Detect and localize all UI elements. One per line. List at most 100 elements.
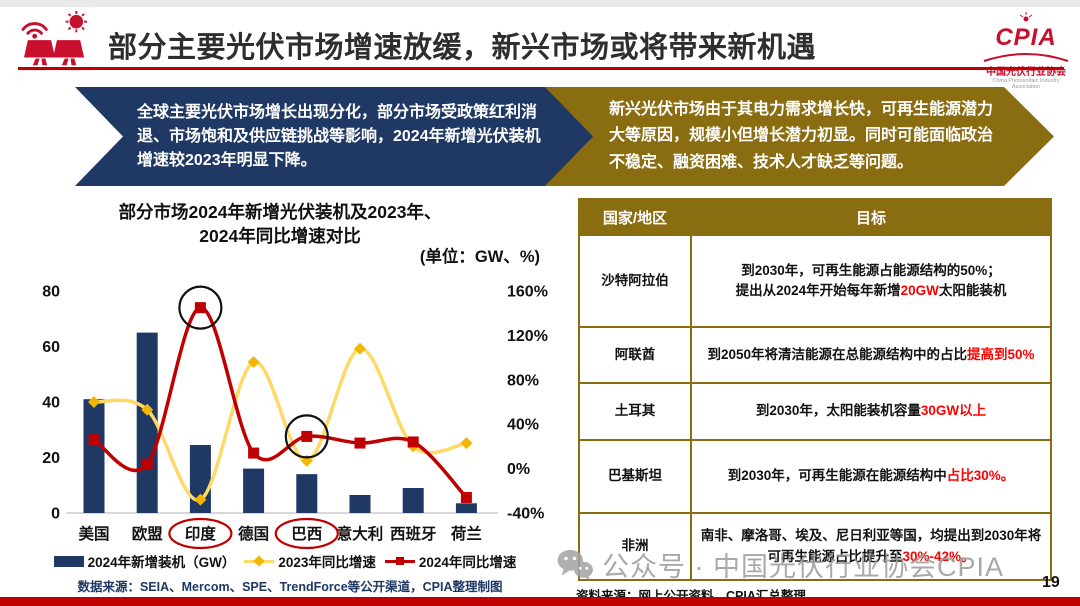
chart-legend: 2024年新增装机（GW） 2023年同比增速 2024年同比增速 <box>35 551 535 571</box>
bar-西班牙 <box>402 488 424 513</box>
banner-major-markets: 全球主要光伏市场增长出现分化，部分市场受政策红利消退、市场饱和及供应链挑战等影响… <box>75 87 597 186</box>
page-title: 部分主要光伏市场增速放缓，新兴市场或将带来新机遇 <box>108 32 817 64</box>
bar-意大利 <box>349 494 371 513</box>
legend-label: 2024年新增装机（GW） <box>87 555 236 570</box>
table-row-沙特阿拉伯: 沙特阿拉伯 到2030年，可再生能源占能源结构的50%； 提出从2024年开始每年… <box>578 234 1052 328</box>
x-label-欧盟: 欧盟 <box>132 524 164 543</box>
chart-source: 数据来源：SEIA、Mercom、SPE、TrendForce等公开渠道，CPI… <box>77 580 503 594</box>
marker-2023年同比增速-美国 <box>88 396 100 408</box>
goal-cell: 到2030年，太阳能装机容量30GW以上 <box>690 382 1052 441</box>
goal-highlight: 20GW <box>900 283 939 298</box>
marker-2024年同比增速-西班牙 <box>407 436 419 448</box>
marker-2023年同比增速-德国 <box>247 356 260 369</box>
country-cell: 土耳其 <box>578 382 692 441</box>
chart-canvas: 0 20 40 60 80 -40% 0% 40% 80% 120% 160% 美国 欧盟 印度 德国 巴西意… <box>42 284 548 550</box>
goal-highlight: 提高到50% <box>967 346 1035 362</box>
col-header-goal: 目标 <box>690 198 1052 236</box>
goal-highlight: 30GW以上 <box>920 403 987 419</box>
bar-德国 <box>243 468 265 513</box>
logo-org-name-cn: 中国光伏行业协会 <box>986 67 1066 78</box>
goal-text: 到2030年，可再生能源占能源结构的50%； 提出从2024年开始每年新增 <box>735 262 1001 298</box>
chart-title-line2: 2024年同比增速对比 <box>199 225 361 246</box>
x-label-德国: 德国 <box>238 524 269 543</box>
left-axis-tick: 20 <box>42 450 60 467</box>
bottom-accent-bar <box>0 597 1080 606</box>
goal-cell: 到2050年将清洁能源在总能源结构中的占比提高到50% <box>690 326 1052 384</box>
legend-label: 2024年同比增速 <box>418 555 517 570</box>
logo-acronym: CPIA <box>995 24 1057 51</box>
marker-2023年同比增速-荷兰 <box>460 437 473 450</box>
right-axis-tick: 120% <box>507 328 548 345</box>
right-axis-tick: 40% <box>507 417 539 434</box>
black-circle-annotation-印度 <box>178 285 223 330</box>
line-2023年同比增速 <box>93 346 467 502</box>
country-cell: 巴基斯坦 <box>578 439 692 514</box>
goal-cell: 南非、摩洛哥、埃及、尼日利亚等国，均提出到2030年将 可再生能源占比提升至30… <box>690 512 1052 581</box>
goal-highlight: 占比30%。 <box>946 468 1015 484</box>
legend-item: 2023年同比增速 <box>244 551 376 571</box>
country-cell: 沙特阿拉伯 <box>578 234 692 328</box>
black-circle-annotation-巴西 <box>284 414 329 459</box>
top-strip <box>0 0 1080 7</box>
left-axis-tick: 0 <box>51 506 60 523</box>
x-label-印度: 印度 <box>185 524 217 543</box>
x-label-巴西: 巴西 <box>291 525 322 543</box>
chart-title: 部分市场2024年新增光伏装机及2023年、 2024年同比增速对比 <box>40 201 520 248</box>
legend-bar-swatch <box>53 555 84 567</box>
legend-item: 2024年同比增速 <box>384 551 517 571</box>
legend-line-swatch <box>244 555 275 567</box>
left-axis-tick: 80 <box>42 284 60 301</box>
solar-panel-icon <box>18 11 92 71</box>
logo-sun-icon <box>1019 12 1033 22</box>
col-header-country: 国家/地区 <box>578 198 692 236</box>
goal-text: 到2030年，可再生能源在能源结构中 <box>727 468 947 484</box>
x-label-西班牙: 西班牙 <box>390 524 437 543</box>
goal-text: 到2050年将清洁能源在总能源结构中的占比 <box>707 346 967 362</box>
marker-2024年同比增速-欧盟 <box>141 458 153 470</box>
x-label-美国: 美国 <box>78 524 109 543</box>
bar-巴西 <box>296 474 318 513</box>
combo-chart: 0 20 40 60 80 -40% 0% 40% 80% 120% 160% 美国 欧盟 印度 德国 巴西意… <box>30 268 550 558</box>
goal-cell: 到2030年，可再生能源占能源结构的50%； 提出从2024年开始每年新增20G… <box>690 234 1052 328</box>
marker-2024年同比增速-美国 <box>88 434 100 446</box>
country-goals-table: 国家/地区 目标 沙特阿拉伯 到2030年，可再生能源占能源结构的50%； 提出从… <box>578 198 1052 581</box>
banner-emerging-markets: 新兴光伏市场由于其电力需求增长快，可再生能源潜力大等原因，规模小但增长潜力初显。… <box>545 87 1054 186</box>
page-number: 19 <box>1042 574 1060 591</box>
chart-unit-note: (单位：GW、%) <box>419 248 540 266</box>
logo-arc <box>983 53 1069 62</box>
x-label-荷兰: 荷兰 <box>451 524 482 543</box>
right-axis-tick: 0% <box>507 461 530 478</box>
marker-2024年同比增速-荷兰 <box>460 491 472 503</box>
country-cell: 非洲 <box>578 512 692 581</box>
goal-text: 太阳能装机 <box>938 283 1007 298</box>
marker-2024年同比增速-德国 <box>248 447 260 459</box>
left-axis-tick: 40 <box>42 395 60 412</box>
red-ellipse-annotation-印度 <box>168 517 233 550</box>
right-axis-tick: 80% <box>507 372 539 389</box>
table-row-巴基斯坦: 巴基斯坦 到2030年，可再生能源在能源结构中占比30%。 <box>578 439 1052 514</box>
chart-title-line1: 部分市场2024年新增光伏装机及2023年、 <box>118 202 442 222</box>
banner-left-text: 全球主要光伏市场增长出现分化，部分市场受政策红利消退、市场饱和及供应链挑战等影响… <box>137 103 541 169</box>
bar-荷兰 <box>455 503 477 513</box>
legend-label: 2023年同比增速 <box>278 555 376 570</box>
table-row-阿联酋: 阿联酋 到2050年将清洁能源在总能源结构中的占比提高到50% <box>578 326 1052 384</box>
marker-2023年同比增速-印度 <box>194 493 207 506</box>
legend-item: 2024年新增装机（GW） <box>53 551 236 571</box>
table-row-土耳其: 土耳其 到2030年，太阳能装机容量30GW以上 <box>578 382 1052 441</box>
table-header-row: 国家/地区 目标 <box>578 198 1052 236</box>
country-cell: 阿联酋 <box>578 326 692 384</box>
logo-org-name-en: China Photovoltaic Industry Association <box>992 78 1060 90</box>
marker-2024年同比增速-意大利 <box>354 437 366 449</box>
goal-text: 南非、摩洛哥、埃及、尼日利亚等国，均提出到2030年将 可再生能源占比提升至 <box>700 528 1042 564</box>
red-ellipse-annotation-巴西 <box>274 517 339 550</box>
legend-line-swatch <box>384 555 415 567</box>
bar-美国 <box>83 399 105 513</box>
goal-highlight: 30%-42%。 <box>902 548 975 564</box>
marker-2024年同比增速-巴西 <box>301 430 313 442</box>
goal-cell: 到2030年，可再生能源在能源结构中占比30%。 <box>690 439 1052 514</box>
x-label-意大利: 意大利 <box>337 524 384 543</box>
goal-text: 到2030年，太阳能装机容量 <box>755 403 921 419</box>
marker-2024年同比增速-印度 <box>194 302 206 314</box>
cpia-logo: CPIA 中国光伏行业协会 China Photovoltaic Industr… <box>980 10 1072 90</box>
